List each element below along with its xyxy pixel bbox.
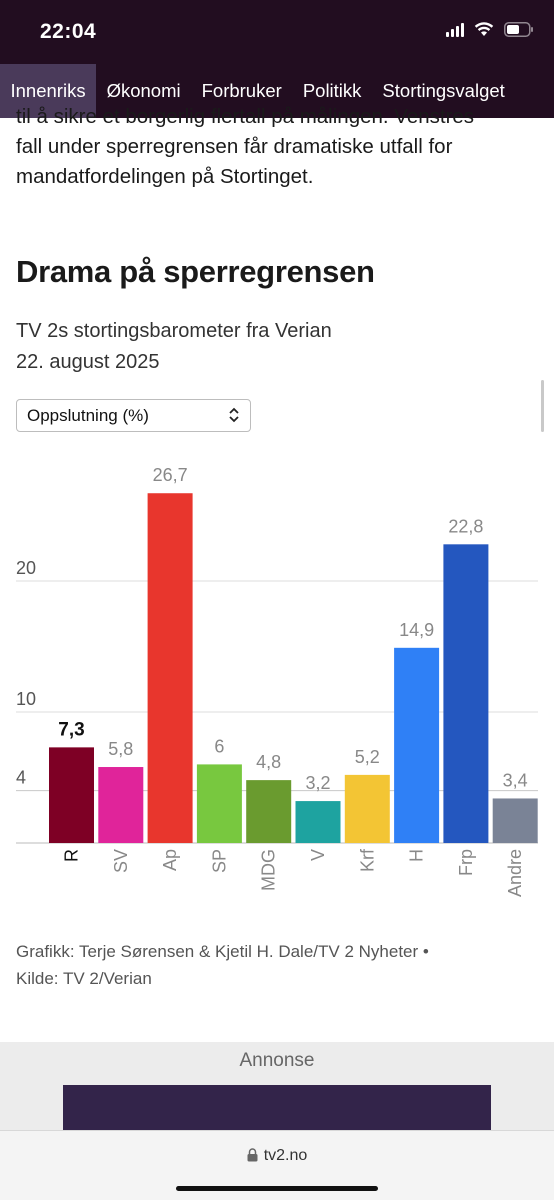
x-tick-label: MDG	[259, 849, 279, 891]
chart-date: 22. august 2025	[16, 351, 160, 373]
nav-item-politikk[interactable]: Politikk	[302, 80, 362, 101]
bar-r	[49, 747, 94, 843]
data-label: 5,2	[355, 747, 380, 767]
nav-item-okonomi[interactable]: Økonomi	[106, 80, 181, 101]
y-tick-label: 20	[16, 558, 36, 578]
nav-item-stortingsvalget[interactable]: Stortingsvalget	[382, 80, 505, 101]
bar-andre	[492, 798, 538, 843]
wifi-icon	[474, 22, 494, 37]
chart-source: TV 2s stortingsbarometer fra Verian	[16, 320, 332, 342]
source-line: Kilde: TV 2/Verian	[16, 969, 152, 988]
status-icons	[446, 22, 534, 37]
bar-frp	[443, 544, 489, 843]
data-label: 5,8	[108, 739, 133, 759]
home-indicator[interactable]	[176, 1186, 378, 1191]
url-text: tv2.no	[263, 1147, 308, 1164]
chart-credit: Grafikk: Terje Sørensen & Kjetil H. Dale…	[16, 938, 536, 992]
section-heading: Drama på sperregrensen	[16, 254, 375, 289]
bar-sv	[98, 767, 144, 843]
x-tick-label: Ap	[160, 849, 180, 871]
data-label: 14,9	[399, 620, 434, 640]
x-tick-label: SV	[111, 849, 131, 873]
bar-mdg	[246, 780, 292, 843]
article-paragraph: til å sikre et borgerlig flertall på mål…	[16, 102, 536, 192]
x-tick-label: R	[62, 849, 82, 862]
data-label: 26,7	[153, 465, 188, 485]
nav-item-forbruker[interactable]: Forbruker	[201, 80, 282, 101]
metric-select[interactable]: Oppslutning (%)	[16, 399, 251, 432]
x-tick-label: Frp	[456, 849, 476, 876]
data-label: 7,3	[58, 719, 84, 740]
data-label: 3,4	[503, 770, 528, 790]
x-tick-label: SP	[209, 849, 229, 873]
bar-chart: 4 10 20 7,3 R 5,8 SV 26,7 Ap 6 SP 4,8 MDG 3,2 V 5,2 Krf 1…	[0, 440, 554, 910]
chart-subtitle: TV 2s stortingsbarometer fra Verian 22. …	[16, 316, 332, 378]
section-nav: Innenriks Økonomi Forbruker Politikk Sto…	[0, 64, 554, 118]
bar-sp	[196, 764, 242, 843]
url-display[interactable]: tv2.no	[0, 1147, 554, 1167]
x-tick-label: H	[407, 849, 427, 862]
credit-line: Grafikk: Terje Sørensen & Kjetil H. Dale…	[16, 942, 429, 961]
battery-icon	[504, 22, 534, 37]
y-tick-label: 10	[16, 689, 36, 709]
status-bar: 22:04	[0, 0, 554, 64]
chevron-up-down-icon	[228, 405, 240, 430]
lock-icon	[247, 1148, 258, 1167]
clock: 22:04	[40, 20, 97, 43]
cellular-signal-icon	[446, 22, 464, 37]
scroll-indicator	[541, 380, 544, 432]
bar-v	[295, 801, 341, 843]
ad-label: Annonse	[239, 1050, 315, 1071]
x-tick-label: Krf	[357, 848, 377, 872]
data-label: 3,2	[305, 773, 330, 793]
bar-krf	[344, 774, 390, 843]
bar-ap	[147, 493, 193, 843]
x-tick-label: V	[308, 849, 328, 861]
metric-select-value: Oppslutning (%)	[27, 406, 149, 425]
data-label: 6	[214, 736, 224, 756]
data-label: 22,8	[448, 516, 483, 536]
x-tick-label: Andre	[505, 849, 525, 897]
data-label: 4,8	[256, 752, 281, 772]
nav-item-innenriks[interactable]: Innenriks	[0, 64, 97, 118]
bar-h	[394, 647, 440, 843]
y-tick-label: 4	[16, 768, 26, 788]
paragraph-line: til å sikre et borgerlig flertall på mål…	[16, 105, 475, 128]
bar-chart-svg: 4 10 20 7,3 R 5,8 SV 26,7 Ap 6 SP 4,8 MDG 3,2 V 5,2 Krf 1…	[16, 465, 538, 897]
paragraph-line: mandatfordelingen på Stortinget.	[16, 165, 314, 188]
paragraph-line: fall under sperregrensen får dramatiske …	[16, 135, 453, 158]
